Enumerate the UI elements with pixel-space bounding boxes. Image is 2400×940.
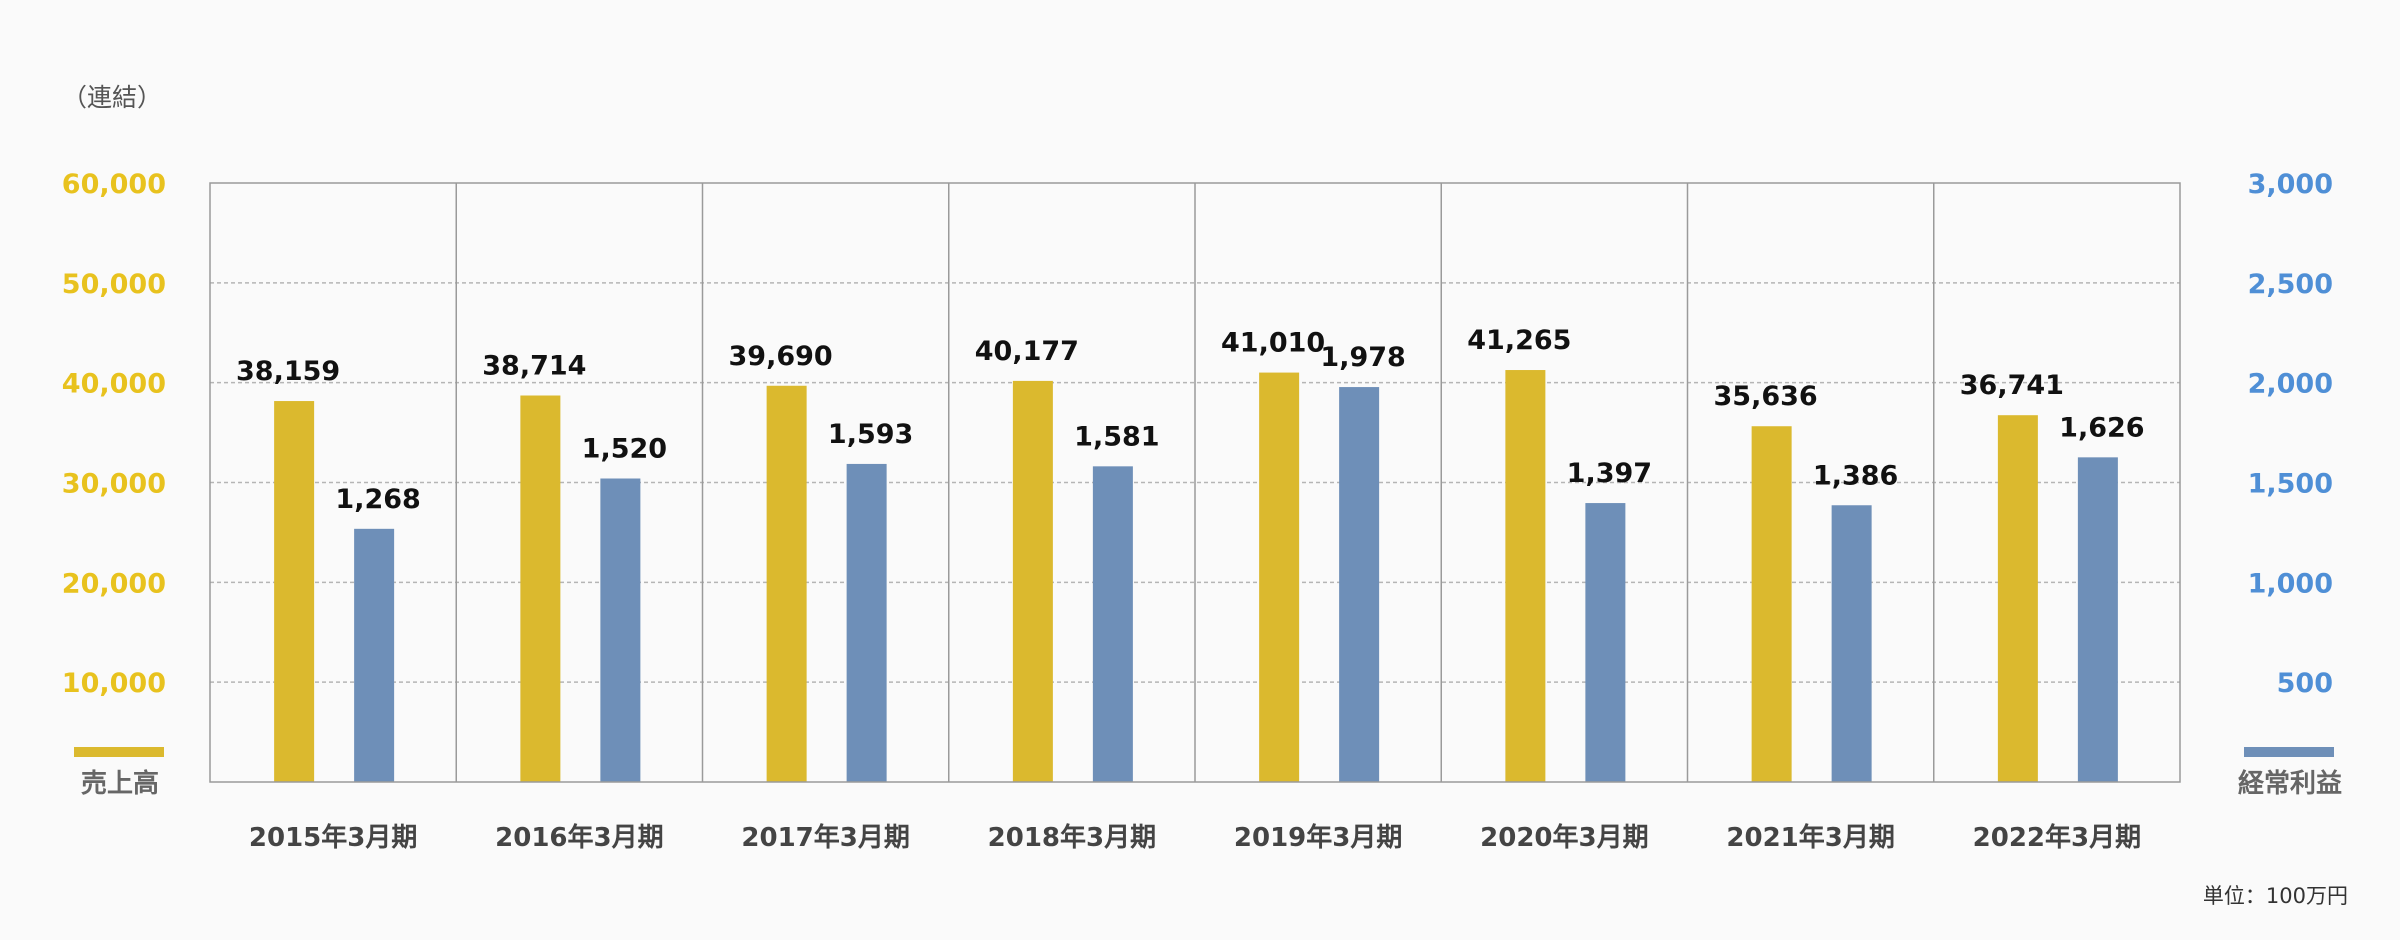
bar-sales-4 xyxy=(1259,372,1300,782)
consolidated-note: （連結） xyxy=(62,83,162,112)
axes: 10,000 20,000 30,000 40,000 50,000 60,000 500 1… xyxy=(62,169,2333,853)
data-label-ordinary-profit-3: 1,581 xyxy=(1074,421,1159,452)
data-label-sales-6: 35,636 xyxy=(1714,381,1818,412)
x-tick-label: 2020年3月期 xyxy=(1480,822,1648,853)
bar-sales-7 xyxy=(1997,415,2038,782)
y-left-tick-label: 50,000 xyxy=(62,269,166,300)
bar-ordinary-profit-5 xyxy=(1585,503,1626,782)
x-tick-label: 2019年3月期 xyxy=(1234,822,1402,853)
data-labels: 38,159 38,714 39,690 40,177 41,010 41,265 35,6… xyxy=(236,325,2145,515)
data-label-ordinary-profit-2: 1,593 xyxy=(828,419,913,450)
legend-label-ordinary-profit: 経常利益 xyxy=(2238,768,2342,799)
y-right-tick-label: 3,000 xyxy=(2248,169,2333,200)
data-label-ordinary-profit-4: 1,978 xyxy=(1320,342,1405,373)
x-tick-label: 2016年3月期 xyxy=(495,822,663,853)
unit-label: 単位：100万円 xyxy=(2203,884,2348,908)
data-label-ordinary-profit-6: 1,386 xyxy=(1813,460,1898,491)
y-right-tick-label: 1,500 xyxy=(2248,469,2333,500)
bar-sales-3 xyxy=(1012,380,1053,782)
y-left-tick-label: 20,000 xyxy=(62,568,166,599)
data-label-ordinary-profit-0: 1,268 xyxy=(335,484,420,515)
x-tick-label: 2015年3月期 xyxy=(249,822,417,853)
y-left-tick-label: 60,000 xyxy=(62,169,166,200)
data-label-sales-7: 36,741 xyxy=(1960,370,2064,401)
bar-ordinary-profit-6 xyxy=(1831,505,1872,782)
data-label-sales-4: 41,010 xyxy=(1221,328,1325,359)
y-right-tick-label: 1,000 xyxy=(2248,568,2333,599)
bar-sales-1 xyxy=(520,395,561,782)
bar-ordinary-profit-1 xyxy=(600,478,641,782)
bar-ordinary-profit-2 xyxy=(846,463,887,782)
bar-ordinary-profit-0 xyxy=(354,528,395,782)
bar-sales-5 xyxy=(1505,370,1546,782)
plot-frame xyxy=(209,182,2181,783)
data-label-sales-0: 38,159 xyxy=(236,356,340,387)
data-label-sales-1: 38,714 xyxy=(482,351,586,382)
bar-sales-6 xyxy=(1751,426,1792,782)
y-left-tick-label: 10,000 xyxy=(62,668,166,699)
x-tick-label: 2018年3月期 xyxy=(988,822,1156,853)
data-label-ordinary-profit-1: 1,520 xyxy=(582,434,667,465)
x-tick-label: 2017年3月期 xyxy=(741,822,909,853)
legend-label-sales: 売上高 xyxy=(81,768,159,799)
legend-swatch-sales xyxy=(74,747,164,757)
bar-ordinary-profit-7 xyxy=(2077,457,2118,782)
bar-sales-0 xyxy=(274,401,315,782)
data-label-ordinary-profit-5: 1,397 xyxy=(1567,458,1652,489)
bar-ordinary-profit-4 xyxy=(1339,387,1380,782)
data-label-sales-5: 41,265 xyxy=(1467,325,1571,356)
y-left-tick-label: 40,000 xyxy=(62,369,166,400)
x-tick-label: 2022年3月期 xyxy=(1973,822,2141,853)
y-right-tick-label: 2,000 xyxy=(2248,369,2333,400)
data-label-sales-3: 40,177 xyxy=(975,336,1079,367)
bars xyxy=(274,370,2118,782)
y-right-tick-label: 500 xyxy=(2277,668,2333,699)
data-label-sales-2: 39,690 xyxy=(729,341,833,372)
legend-swatch-ordinary-profit xyxy=(2244,747,2334,757)
y-left-tick-label: 30,000 xyxy=(62,469,166,500)
bar-ordinary-profit-3 xyxy=(1092,466,1133,782)
y-right-tick-label: 2,500 xyxy=(2248,269,2333,300)
data-label-ordinary-profit-7: 1,626 xyxy=(2059,412,2144,443)
bar-sales-2 xyxy=(766,385,807,782)
x-tick-label: 2021年3月期 xyxy=(1726,822,1894,853)
